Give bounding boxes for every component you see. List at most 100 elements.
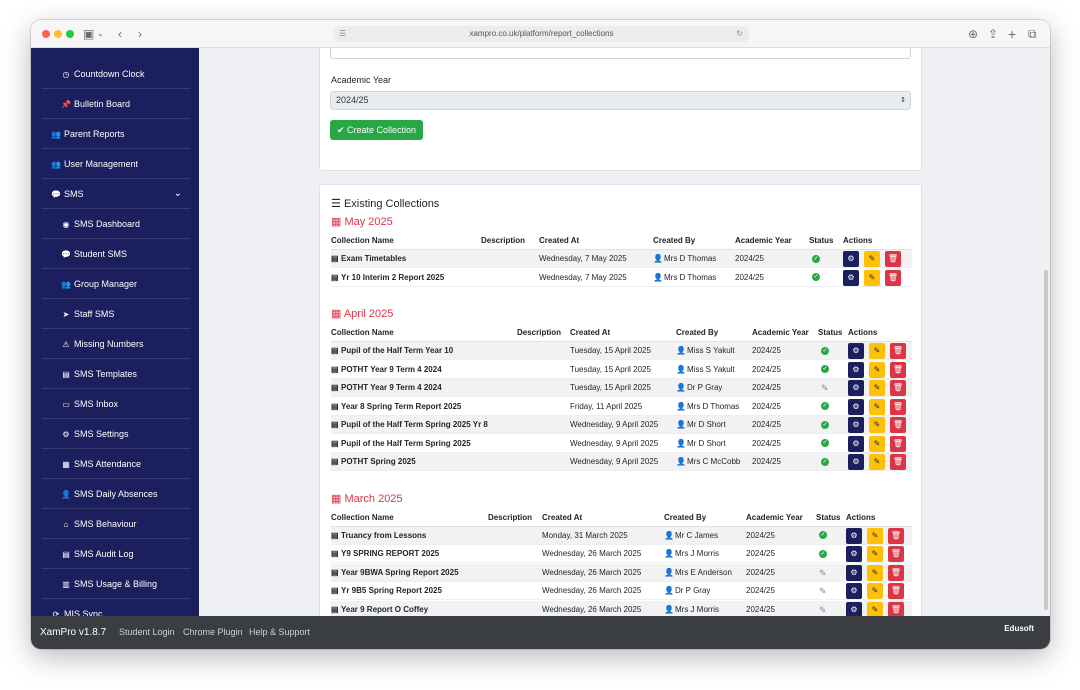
edit-icon[interactable]: ✎ [867, 546, 883, 562]
student-login-link[interactable]: Student Login [119, 627, 175, 637]
cogs-icon[interactable]: ⚙ [848, 454, 864, 470]
description-textarea[interactable] [330, 48, 911, 59]
cogs-icon[interactable]: ⚙ [843, 251, 859, 267]
minimize-window-button[interactable] [54, 30, 62, 38]
sidebar-item[interactable]: ▥ SMS Usage & Billing [42, 569, 190, 599]
sidebar-item[interactable]: ⚠ Missing Numbers [42, 329, 190, 359]
edit-icon[interactable]: ✎ [869, 343, 885, 359]
collection-name[interactable]: ▤ POTHT Year 9 Term 4 2024 [331, 361, 566, 379]
edit-icon[interactable]: ✎ [867, 601, 883, 616]
help-support-link[interactable]: Help & Support [249, 627, 311, 637]
cogs-icon[interactable]: ⚙ [846, 601, 862, 616]
sidebar-item[interactable]: ⟳ MIS Sync [42, 599, 190, 616]
collection-name[interactable]: ▤ Year 9BWA Spring Report 2025 [331, 564, 538, 582]
trash-icon[interactable]: 🗑 [890, 380, 906, 396]
chrome-plugin-link[interactable]: Chrome Plugin [183, 627, 243, 637]
chevron-down-icon[interactable]: ⌄ [97, 29, 104, 38]
edit-icon[interactable]: ✎ [869, 361, 885, 378]
cogs-icon[interactable]: ⚙ [846, 583, 862, 599]
collection-name[interactable]: ▤ Truancy from Lessons [331, 527, 538, 545]
new-tab-icon[interactable]: + [1008, 26, 1017, 42]
sidebar-item[interactable]: 👥 User Management [42, 149, 190, 179]
cogs-icon[interactable]: ⚙ [843, 269, 859, 286]
sidebar-item[interactable]: 👥 Parent Reports [42, 119, 190, 149]
sidebar-item[interactable]: 👥 Group Manager [42, 269, 190, 299]
chevron-down-icon[interactable]: ⌄ [173, 188, 182, 199]
download-icon[interactable]: ⊕ [968, 27, 979, 41]
sidebar-item[interactable]: ▤ SMS Audit Log [42, 539, 190, 569]
edit-icon[interactable]: ✎ [864, 269, 880, 286]
collection-name[interactable]: ▤ Exam Timetables [331, 250, 535, 268]
cogs-icon[interactable]: ⚙ [848, 361, 864, 378]
trash-icon[interactable]: 🗑 [890, 361, 906, 378]
sidebar-item[interactable]: ▤ SMS Templates [42, 359, 190, 389]
close-window-button[interactable] [42, 30, 50, 38]
trash-icon[interactable]: 🗑 [885, 251, 901, 267]
cogs-icon[interactable]: ⚙ [846, 546, 862, 562]
trash-icon[interactable]: 🗑 [890, 454, 906, 470]
cogs-icon[interactable]: ⚙ [848, 380, 864, 396]
sidebar-item[interactable]: ▦ SMS Attendance [42, 449, 190, 479]
sidebar-item[interactable]: 📌 Bulletin Board [42, 89, 190, 119]
collection-name[interactable]: ▤ Yr 9B5 Spring Report 2025 [331, 582, 538, 600]
tab-overview-icon[interactable]: ⧉ [1028, 27, 1037, 41]
edit-icon[interactable]: ✎ [864, 251, 880, 267]
create-collection-button[interactable]: ✔ Create Collection [330, 120, 423, 140]
collection-name[interactable]: ▤ Pupil of the Half Term Year 10 [331, 342, 566, 360]
cogs-icon[interactable]: ⚙ [846, 527, 862, 544]
sidebar-item[interactable]: ⌂ SMS Behaviour [42, 509, 190, 539]
page-settings-icon[interactable]: ☰ [339, 29, 347, 38]
cogs-icon[interactable]: ⚙ [848, 398, 864, 415]
collection-name[interactable]: ▤ POTHT Year 9 Term 4 2024 [331, 379, 566, 397]
sidebar-item[interactable]: ➤ Staff SMS [42, 299, 190, 329]
trash-icon[interactable]: 🗑 [888, 583, 904, 599]
sidebar-toggle-icon[interactable]: ▣ [83, 27, 95, 41]
cogs-icon[interactable]: ⚙ [848, 417, 864, 433]
collection-name[interactable]: ▤ Y9 SPRING REPORT 2025 [331, 545, 538, 563]
cogs-icon[interactable]: ⚙ [848, 343, 864, 359]
sidebar-item[interactable]: 👤 SMS Daily Absences [42, 479, 190, 509]
edit-icon[interactable]: ✎ [869, 417, 885, 433]
sidebar-item[interactable]: ⚙ SMS Settings [42, 419, 190, 449]
trash-icon[interactable]: 🗑 [890, 417, 906, 433]
document-icon: ▤ [331, 604, 339, 614]
collection-name[interactable]: ▤ POTHT Spring 2025 [331, 453, 566, 471]
collection-name[interactable]: ▤ Pupil of the Half Term Spring 2025 [331, 435, 566, 453]
trash-icon[interactable]: 🗑 [890, 398, 906, 415]
edit-icon[interactable]: ✎ [869, 398, 885, 415]
share-icon[interactable]: ⇪ [988, 27, 999, 41]
trash-icon[interactable]: 🗑 [890, 343, 906, 359]
trash-icon[interactable]: 🗑 [888, 527, 904, 544]
sidebar-item[interactable]: ◉ SMS Dashboard [42, 209, 190, 239]
sidebar-item[interactable]: 💬 Student SMS [42, 239, 190, 269]
zoom-window-button[interactable] [66, 30, 74, 38]
trash-icon[interactable]: 🗑 [888, 564, 904, 581]
academic-year-select[interactable]: 2024/25 ⇕ [330, 91, 911, 110]
sidebar-item[interactable]: ▭ SMS Inbox [42, 389, 190, 419]
scrollbar[interactable] [1044, 270, 1048, 610]
edit-icon[interactable]: ✎ [867, 527, 883, 544]
address-bar[interactable]: ☰ xampro.co.uk/platform/report_collectio… [334, 26, 749, 42]
edit-icon[interactable]: ✎ [867, 583, 883, 599]
trash-icon[interactable]: 🗑 [888, 601, 904, 616]
edit-icon[interactable]: ✎ [869, 380, 885, 396]
edit-icon[interactable]: ✎ [869, 435, 885, 452]
back-icon[interactable]: ‹ [118, 27, 122, 41]
cogs-icon[interactable]: ⚙ [846, 564, 862, 581]
edit-icon[interactable]: ✎ [869, 454, 885, 470]
collection-name[interactable]: ▤ Yr 10 Interim 2 Report 2025 [331, 269, 535, 287]
collection-name[interactable]: ▤ Pupil of the Half Term Spring 2025 Yr 8 [331, 416, 566, 434]
trash-icon[interactable]: 🗑 [888, 546, 904, 562]
trash-icon[interactable]: 🗑 [885, 269, 901, 286]
trash-icon[interactable]: 🗑 [890, 435, 906, 452]
column-header-created-at: Created At [539, 236, 580, 245]
edit-icon[interactable]: ✎ [867, 564, 883, 581]
cogs-icon[interactable]: ⚙ [848, 435, 864, 452]
created-by-text: Miss S Yakult [687, 364, 735, 374]
collection-name[interactable]: ▤ Year 9 Report O Coffey [331, 601, 538, 617]
sidebar-item[interactable]: ◷ Countdown Clock [42, 59, 190, 89]
collection-name[interactable]: ▤ Year 8 Spring Term Report 2025 [331, 398, 566, 416]
reload-icon[interactable]: ↻ [736, 29, 743, 38]
sidebar-item[interactable]: 💬 SMS ⌄ [42, 179, 190, 209]
forward-icon[interactable]: › [138, 27, 142, 41]
